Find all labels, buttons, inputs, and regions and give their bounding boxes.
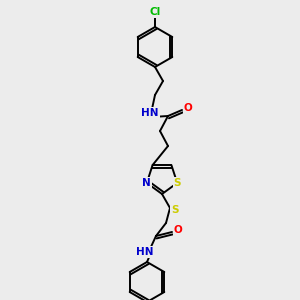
Text: S: S [173, 178, 181, 188]
Text: S: S [171, 205, 179, 215]
Text: HN: HN [141, 108, 159, 118]
Text: Cl: Cl [149, 7, 161, 17]
Text: O: O [174, 225, 182, 235]
Text: N: N [142, 178, 151, 188]
Text: HN: HN [136, 247, 154, 257]
Text: O: O [184, 103, 192, 113]
